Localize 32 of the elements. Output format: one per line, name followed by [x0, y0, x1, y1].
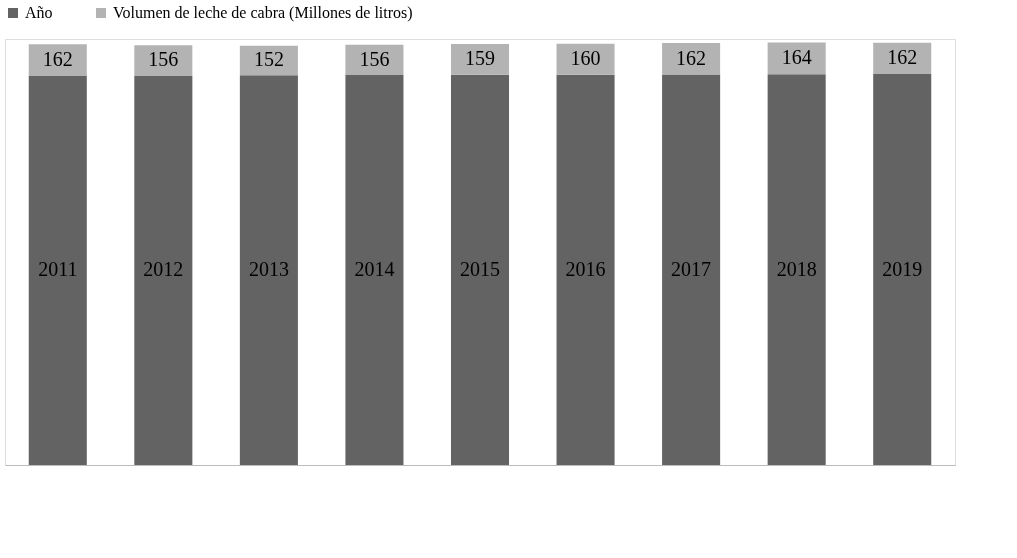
data-label: 2015 [460, 257, 500, 280]
data-label: 156 [148, 48, 179, 71]
bar [662, 74, 721, 465]
bar [556, 74, 615, 465]
data-label: 152 [253, 48, 284, 71]
data-label: 164 [781, 46, 812, 69]
bar [450, 44, 510, 75]
legend-label: Volumen de leche de cabra (Millones de litros) [113, 4, 413, 22]
data-label: 2016 [565, 257, 606, 280]
bar [134, 75, 193, 465]
data-label: 2017 [671, 257, 712, 280]
bar [345, 75, 404, 465]
data-label: 162 [42, 47, 73, 70]
data-label: 2019 [882, 257, 923, 280]
data-label: 159 [465, 47, 495, 70]
data-label: 162 [676, 46, 707, 69]
bar [873, 74, 932, 465]
legend-label: Año [25, 4, 53, 21]
data-label: 2018 [776, 257, 817, 280]
bar [767, 42, 826, 75]
bar [28, 44, 87, 76]
data-label: 2012 [143, 258, 184, 281]
data-label: 2011 [38, 258, 78, 281]
bar [28, 75, 87, 465]
data-label: 160 [570, 47, 601, 70]
bar [450, 74, 510, 465]
data-label: 156 [359, 47, 390, 70]
bar [767, 74, 826, 465]
data-label: 162 [887, 46, 918, 69]
data-label: 2014 [354, 258, 395, 281]
data-label: 2013 [248, 258, 289, 281]
bar [239, 75, 298, 465]
